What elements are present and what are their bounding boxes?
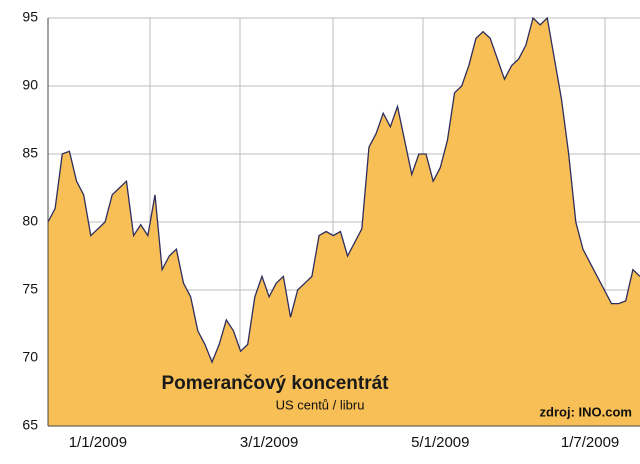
x-tick-label: 1/1/2009 xyxy=(69,434,127,451)
chart-title: Pomerančový koncentrát xyxy=(161,373,389,394)
y-tick-label: 75 xyxy=(22,281,38,297)
x-tick-label: 3/1/2009 xyxy=(240,434,298,451)
x-tick-label: 5/1/2009 xyxy=(411,434,469,451)
y-tick-label: 90 xyxy=(22,77,38,93)
y-tick-label: 70 xyxy=(22,349,38,365)
y-tick-label: 85 xyxy=(22,145,38,161)
x-tick-label: 1/7/2009 xyxy=(561,434,619,451)
subtitle: US centů / libru xyxy=(276,397,365,412)
y-tick-label: 80 xyxy=(22,213,38,229)
y-tick-label: 95 xyxy=(22,9,38,25)
source: zdroj: INO.com xyxy=(540,404,632,419)
area-line xyxy=(47,16,640,364)
y-tick-label: 65 xyxy=(22,417,38,433)
